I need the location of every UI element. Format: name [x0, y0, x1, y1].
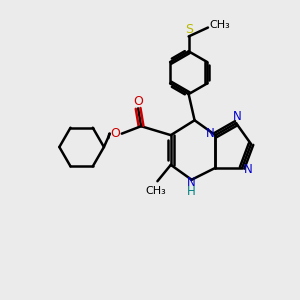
Text: N: N	[187, 176, 196, 189]
Text: CH₃: CH₃	[209, 20, 230, 30]
Text: N: N	[244, 163, 253, 176]
Text: S: S	[184, 23, 193, 36]
Text: O: O	[110, 127, 120, 140]
Text: CH₃: CH₃	[146, 186, 166, 196]
Text: N: N	[232, 110, 241, 123]
Text: H: H	[187, 184, 196, 197]
Text: O: O	[133, 95, 143, 108]
Text: N: N	[206, 127, 214, 140]
